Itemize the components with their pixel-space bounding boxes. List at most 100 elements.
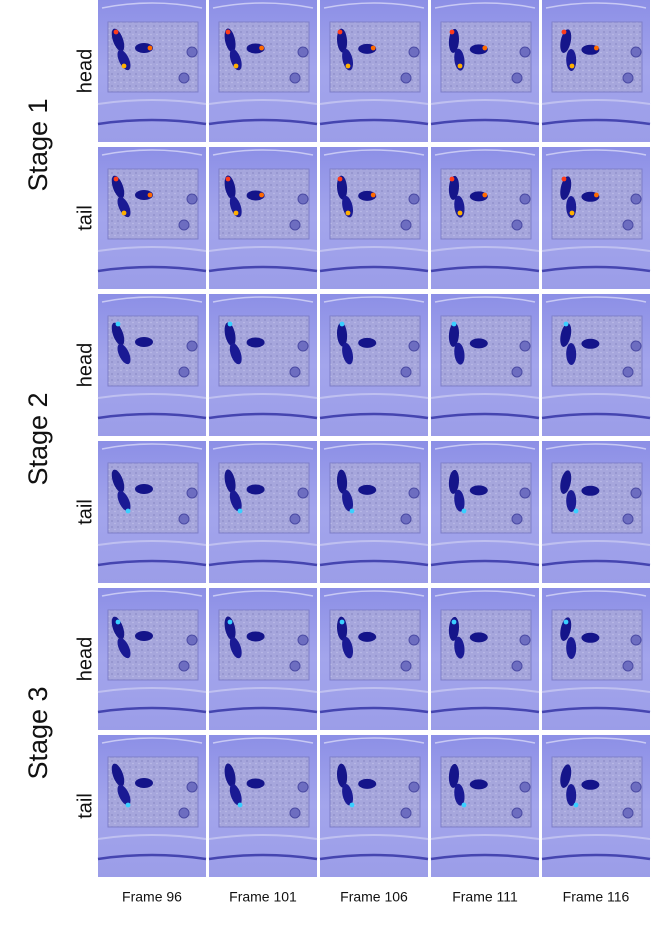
heat-mark <box>125 508 131 514</box>
mouse <box>560 29 572 53</box>
heat-mark <box>113 29 119 35</box>
mouse <box>336 763 348 788</box>
mouse <box>566 489 577 512</box>
frame-image <box>97 441 207 583</box>
heat-mark <box>573 802 579 808</box>
bottle-cap <box>630 781 642 793</box>
mouse <box>560 176 572 200</box>
heat-mark <box>349 508 355 514</box>
cage-base <box>319 412 429 420</box>
bottle-cap <box>178 513 190 525</box>
heat-mark <box>482 192 488 198</box>
cage-edge <box>430 393 540 399</box>
mouse <box>246 484 265 495</box>
bottle-cap <box>408 340 420 352</box>
cage-edge <box>319 99 429 105</box>
mouse <box>469 338 488 349</box>
bottle-cap <box>297 634 309 646</box>
frame-image <box>319 441 429 583</box>
row-label: head <box>74 49 96 94</box>
frame-image <box>541 147 651 289</box>
mouse <box>448 28 459 53</box>
cage-edge <box>97 834 207 840</box>
cage-rim <box>545 296 647 303</box>
mouse <box>448 175 459 200</box>
bottle-cap <box>400 807 412 819</box>
cage-base <box>208 559 318 567</box>
cage-rim <box>434 443 536 450</box>
cage-rim <box>323 737 425 744</box>
cage-rim <box>323 443 425 450</box>
cage-rim <box>545 590 647 597</box>
heat-mark <box>225 29 231 35</box>
mouse <box>246 631 265 642</box>
cage-edge <box>208 687 318 693</box>
mouse <box>358 484 377 495</box>
cage-base <box>541 265 651 273</box>
bottle-cap <box>186 487 198 499</box>
mouse <box>469 632 488 643</box>
heat-mark <box>337 176 343 182</box>
bottle-cap <box>289 72 301 84</box>
mouse <box>135 631 153 641</box>
heat-mark <box>147 45 153 51</box>
heat-mark <box>449 29 455 35</box>
frame-image <box>541 0 651 142</box>
frame-label: Frame 111 <box>452 889 518 905</box>
bottle-cap <box>400 660 412 672</box>
mouse <box>117 490 131 512</box>
mouse <box>560 470 572 494</box>
bottle-cap <box>622 366 634 378</box>
heat-mark <box>561 29 567 35</box>
bottle-cap <box>297 781 309 793</box>
row-label: tail <box>74 205 96 231</box>
cage-edge <box>208 246 318 252</box>
mouse <box>581 632 600 643</box>
bottle-cap <box>622 219 634 231</box>
frame-image <box>97 588 207 730</box>
cage-rim <box>101 2 203 9</box>
heat-mark <box>451 619 457 625</box>
bottle-cap <box>622 72 634 84</box>
cage-base <box>319 853 429 861</box>
cage-rim <box>212 149 314 156</box>
mouse <box>454 342 465 365</box>
heat-mark <box>461 508 467 514</box>
bottle-cap <box>178 72 190 84</box>
mouse <box>358 337 377 348</box>
bottle-cap <box>630 340 642 352</box>
cage-base <box>208 265 318 273</box>
heat-mark <box>594 192 599 198</box>
cage-base <box>541 118 651 126</box>
bottle-cap <box>511 660 523 672</box>
mouse <box>342 342 354 365</box>
bottle-cap <box>297 340 309 352</box>
cage-rim <box>101 737 203 744</box>
heat-mark <box>259 45 264 51</box>
mouse <box>135 43 153 53</box>
bottle-cap <box>630 193 642 205</box>
frame-label: Frame 106 <box>340 889 408 905</box>
bottle-cap <box>178 807 190 819</box>
bottle-cap <box>186 781 198 793</box>
heat-mark <box>594 45 599 51</box>
bottle-cap <box>400 513 412 525</box>
mouse <box>229 49 242 71</box>
mouse <box>117 784 131 806</box>
frame-image <box>430 441 540 583</box>
stage-label: Stage 1 <box>23 98 53 191</box>
frame-image <box>541 735 651 877</box>
frame-image <box>97 147 207 289</box>
mouse <box>342 195 354 218</box>
cage-base <box>208 412 318 420</box>
mouse <box>224 616 236 641</box>
cage-base <box>97 853 207 861</box>
heat-mark <box>147 192 153 198</box>
frame-image <box>97 294 207 436</box>
row-label: tail <box>74 793 96 819</box>
mouse <box>454 783 465 806</box>
mouse <box>117 343 131 365</box>
bottle-cap <box>408 193 420 205</box>
cage-edge <box>319 393 429 399</box>
